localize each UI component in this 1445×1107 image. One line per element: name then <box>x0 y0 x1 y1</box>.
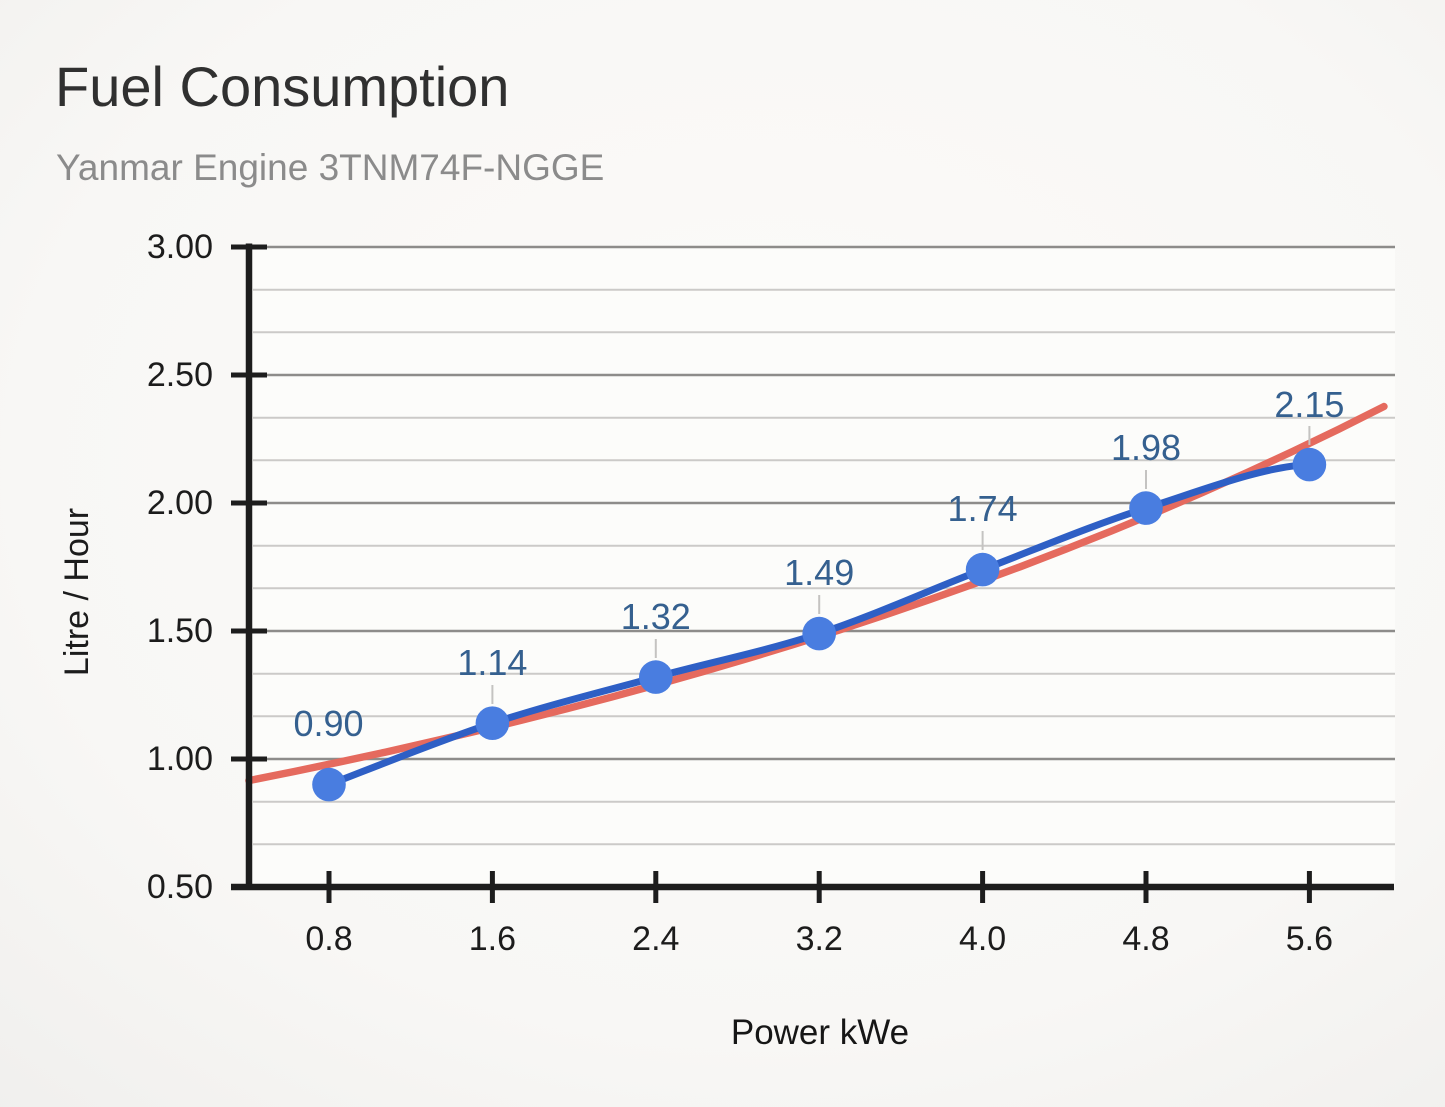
svg-text:2.15: 2.15 <box>1274 384 1344 425</box>
svg-text:1.74: 1.74 <box>948 488 1018 529</box>
svg-text:4.8: 4.8 <box>1122 920 1169 958</box>
svg-text:Yanmar Engine 3TNM74F-NGGE: Yanmar Engine 3TNM74F-NGGE <box>56 147 604 188</box>
svg-text:Litre / Hour: Litre / Hour <box>58 508 96 676</box>
svg-text:1.32: 1.32 <box>621 596 691 637</box>
svg-text:1.00: 1.00 <box>147 740 213 778</box>
svg-text:0.90: 0.90 <box>293 703 363 744</box>
svg-text:3.00: 3.00 <box>147 228 213 266</box>
svg-text:1.14: 1.14 <box>457 642 527 683</box>
svg-text:1.6: 1.6 <box>469 920 516 958</box>
svg-text:Fuel Consumption: Fuel Consumption <box>55 55 509 118</box>
svg-text:2.00: 2.00 <box>147 484 213 522</box>
svg-text:0.8: 0.8 <box>305 920 352 958</box>
svg-text:1.49: 1.49 <box>784 552 854 593</box>
svg-text:5.6: 5.6 <box>1286 920 1333 958</box>
svg-text:Power kWe: Power kWe <box>731 1013 909 1052</box>
svg-text:4.0: 4.0 <box>959 920 1006 958</box>
svg-text:0.50: 0.50 <box>147 868 213 906</box>
svg-text:1.50: 1.50 <box>147 612 213 650</box>
svg-text:3.2: 3.2 <box>796 920 843 958</box>
svg-text:2.4: 2.4 <box>632 920 679 958</box>
svg-text:2.50: 2.50 <box>147 356 213 394</box>
svg-text:1.98: 1.98 <box>1111 427 1181 468</box>
